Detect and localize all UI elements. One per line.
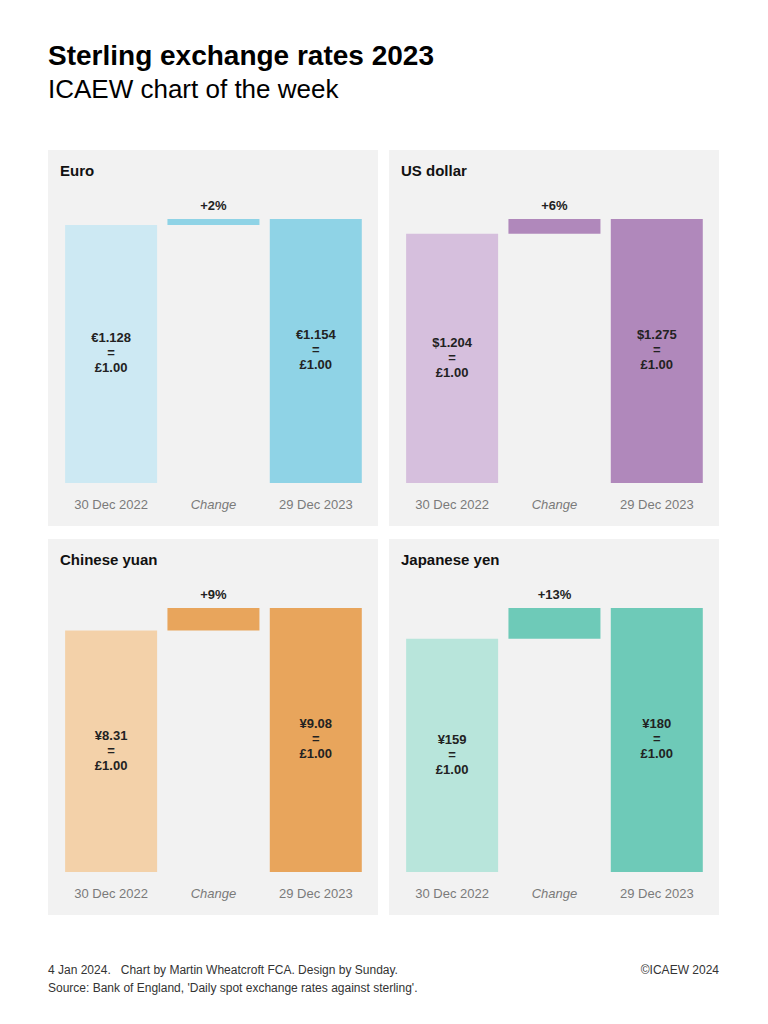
html-text:Euro: Euro <box>60 162 95 179</box>
html-text:US dollar: US dollar <box>401 162 467 179</box>
html-text:Japanese yen: Japanese yen <box>401 551 500 568</box>
svg-text:29 Dec 2023: 29 Dec 2023 <box>279 497 353 512</box>
svg-text:+9%: +9% <box>200 587 227 602</box>
svg-text:€1.154=£1.00: €1.154=£1.00 <box>296 327 337 372</box>
svg-text:$1.275=£1.00: $1.275=£1.00 <box>637 327 677 372</box>
html-text:Source: Bank of England, 'Dail: Source: Bank of England, 'Daily spot exc… <box>48 981 418 995</box>
svg-text:29 Dec 2023: 29 Dec 2023 <box>620 497 694 512</box>
svg-text:¥8.31=£1.00: ¥8.31=£1.00 <box>95 728 128 773</box>
svg-text:30 Dec 2022: 30 Dec 2022 <box>415 886 489 901</box>
html-text:4 Jan 2024. Chart by Martin Wh: 4 Jan 2024. Chart by Martin Wheatcroft F… <box>48 963 398 977</box>
svg-text:30 Dec 2022: 30 Dec 2022 <box>74 886 148 901</box>
svg-text:¥180=£1.00: ¥180=£1.00 <box>641 716 674 761</box>
svg-text:+6%: +6% <box>541 198 568 213</box>
html-text:©ICAEW 2024: ©ICAEW 2024 <box>640 963 719 977</box>
svg-text:+2%: +2% <box>200 198 227 213</box>
svg-text:Change: Change <box>532 886 578 901</box>
svg-text:Change: Change <box>191 497 237 512</box>
svg-text:¥159=£1.00: ¥159=£1.00 <box>436 732 469 777</box>
svg-text:Change: Change <box>532 497 578 512</box>
html-text:ICAEW chart of the week: ICAEW chart of the week <box>48 74 339 104</box>
html-text:Sterling exchange rates 2023: Sterling exchange rates 2023 <box>48 40 434 71</box>
svg-text:29 Dec 2023: 29 Dec 2023 <box>620 886 694 901</box>
html-text:Chinese yuan: Chinese yuan <box>60 551 158 568</box>
svg-text:29 Dec 2023: 29 Dec 2023 <box>279 886 353 901</box>
svg-text:+13%: +13% <box>538 587 572 602</box>
svg-text:¥9.08=£1.00: ¥9.08=£1.00 <box>300 716 333 761</box>
svg-text:€1.128=£1.00: €1.128=£1.00 <box>91 330 131 375</box>
svg-text:$1.204=£1.00: $1.204=£1.00 <box>432 335 473 380</box>
svg-text:30 Dec 2022: 30 Dec 2022 <box>74 497 148 512</box>
svg-text:30 Dec 2022: 30 Dec 2022 <box>415 497 489 512</box>
svg-text:Change: Change <box>191 886 237 901</box>
